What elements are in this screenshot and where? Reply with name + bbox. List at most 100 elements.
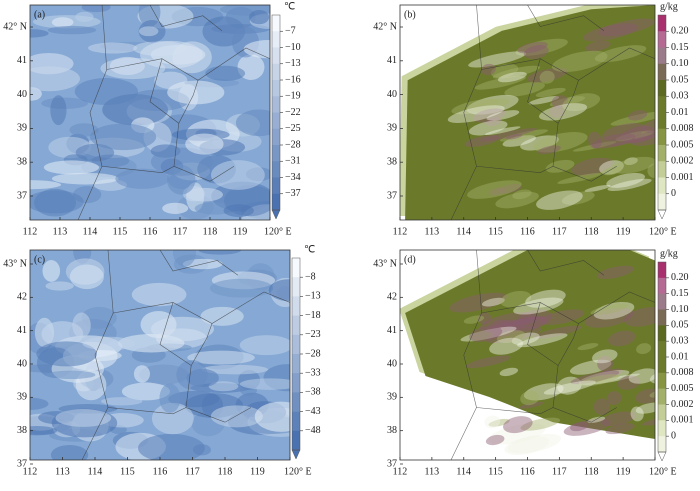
border-line <box>450 5 482 220</box>
colorbar-label: 0.03 <box>671 335 689 346</box>
border-line <box>81 250 114 460</box>
colorbar-label: 0.002 <box>671 399 694 410</box>
colorbar-bin <box>658 193 666 211</box>
x-tick-label: 113 <box>53 226 68 237</box>
colorbar-label: −37 <box>285 188 301 199</box>
colorbar-label: −8 <box>305 271 316 282</box>
field-blob <box>468 51 527 68</box>
colorbar-label: −23 <box>305 329 321 340</box>
border-line <box>101 165 175 174</box>
field-blob <box>572 141 617 152</box>
x-tick-label: 114 <box>456 226 471 237</box>
field-blob <box>151 402 194 435</box>
border-line <box>527 250 605 276</box>
x-tick-label: 120° E <box>264 226 292 237</box>
colorbar-end <box>657 209 667 220</box>
y-tick-label: 43° N <box>3 258 27 269</box>
field-blob <box>51 172 119 185</box>
field-blob <box>606 391 622 406</box>
field-blob <box>449 292 508 313</box>
y-tick-label: 40 <box>17 89 27 100</box>
border-line <box>77 5 108 220</box>
field-blob <box>608 330 636 347</box>
y-tick-label: 39 <box>17 123 27 134</box>
field-blob <box>527 67 568 83</box>
field-blob <box>185 133 224 155</box>
field <box>30 5 270 220</box>
field-blob <box>612 156 655 174</box>
colorbar-unit: g/kg <box>660 1 678 12</box>
colorbar-unit: g/kg <box>660 248 678 259</box>
field-blob <box>596 265 635 280</box>
colorbar-label: 0.10 <box>671 304 689 315</box>
map-panel: (a) 112 113 114 115 116 117 118 119 120° E 42° N 41… <box>3 1 301 237</box>
field-blob <box>451 98 499 115</box>
colorbar-bin <box>658 372 666 389</box>
field-blob <box>523 45 549 60</box>
x-tick-label: 119 <box>616 466 631 477</box>
field-blob <box>205 65 246 81</box>
field-blob <box>74 77 138 106</box>
field-blob <box>539 70 555 84</box>
colorbar-bin <box>292 411 300 432</box>
colorbar-label: −31 <box>285 156 301 167</box>
field-blob <box>498 316 545 328</box>
colorbar-label: 0.005 <box>671 139 694 150</box>
field-blob <box>201 364 269 375</box>
colorbar-unit: ℃ <box>284 1 295 12</box>
y-tick-label: 41 <box>387 55 397 66</box>
field-blob <box>592 349 618 364</box>
x-tick-label: 112 <box>393 466 408 477</box>
x-tick-label: 120° E <box>649 226 677 237</box>
field-blob <box>513 297 564 315</box>
field-blob <box>55 409 112 427</box>
field-blob <box>597 355 614 372</box>
field-blob <box>649 391 655 398</box>
field-blob <box>447 105 505 123</box>
colorbar-label: 0 <box>671 188 676 199</box>
y-tick-label: 41 <box>17 325 27 336</box>
field-blob <box>641 118 655 133</box>
colorbar-bin <box>658 47 666 65</box>
field-blob <box>167 80 225 105</box>
field-blob <box>488 319 514 338</box>
colorbar-label: −18 <box>305 310 321 321</box>
field-blob <box>477 312 492 325</box>
y-tick-label: 42 <box>387 292 397 303</box>
x-tick-label: 113 <box>425 226 440 237</box>
field-blob <box>176 359 208 390</box>
field-blob <box>561 191 595 205</box>
border-line <box>149 5 223 32</box>
colorbar-bin <box>272 161 280 178</box>
colorbar-label: −13 <box>285 58 301 69</box>
field-blob <box>578 370 630 385</box>
colorbar-bin <box>658 63 666 81</box>
colorbar-label: 0.05 <box>671 74 689 85</box>
colorbar-end <box>657 451 667 462</box>
colorbar-bin <box>658 341 666 358</box>
colorbar-bin <box>658 177 666 195</box>
field-blob <box>515 38 568 56</box>
x-tick-label: 117 <box>552 466 567 477</box>
field-blob <box>460 326 517 342</box>
field-blob <box>30 66 80 92</box>
field-blob <box>593 301 635 320</box>
field-blob <box>223 204 254 218</box>
field-blob <box>539 309 585 325</box>
colorbar-label: −7 <box>285 26 296 37</box>
field-blob <box>468 120 508 136</box>
field-blob <box>30 180 61 190</box>
border-line <box>552 123 617 182</box>
field-blob <box>587 416 606 423</box>
colorbar-bin <box>292 296 300 316</box>
field-blob <box>140 40 203 69</box>
field-blob <box>243 40 270 59</box>
field-blob <box>523 383 564 401</box>
field-blob <box>488 187 506 196</box>
field-blob <box>72 312 91 339</box>
colorbar-label: 0.008 <box>671 123 694 134</box>
field-blob <box>133 365 150 383</box>
colorbar-bin <box>658 404 666 421</box>
colorbar-label: −13 <box>305 291 321 302</box>
field-blob <box>208 381 239 392</box>
